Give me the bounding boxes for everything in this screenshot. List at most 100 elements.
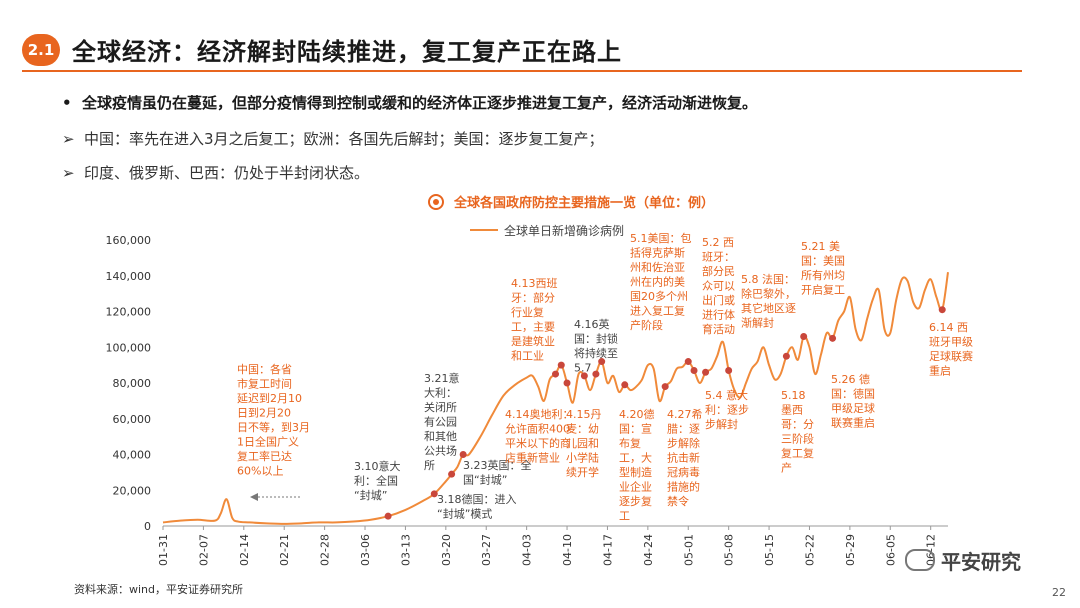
annotation-line: 墨西 [781,404,803,417]
annotation-line: 国：宣 [619,422,652,436]
annotation-line: 工，主要 [511,321,555,334]
annotation-line: 州在内的美 [630,275,685,289]
event-marker [829,334,837,342]
event-marker [580,372,588,380]
event-marker [563,379,571,387]
annotation-line: 布复 [619,436,641,450]
annotation-line: 将持续至 [574,346,618,360]
annotation-line: 4.27希 [667,407,703,421]
x-tick-label: 05-15 [763,534,776,566]
x-tick-label: 05-22 [803,534,816,566]
annotation-line: 日不等，到3月 [237,420,310,434]
event-marker [384,512,392,520]
x-tick-label: 01-31 [157,534,170,566]
event-marker [552,370,559,378]
x-tick-label: 05-08 [723,534,736,566]
annotation-line: 3.10意大 [354,459,401,473]
annotation-line: 儿园和 [566,437,599,450]
annotation-line: 产阶段 [630,318,663,332]
x-tick-label: 03-27 [480,534,493,566]
annotation-line: 措施的 [667,480,700,494]
annotation-line: 日到2月20 [237,407,291,420]
event-annotation: 5.2 西班牙：部分民众可以出门或进行体育活动 [702,236,735,336]
annotation-line: 业企业 [619,480,652,494]
annotation-line: 国：美国 [801,255,845,268]
annotation-line: 店重新营业 [505,451,560,465]
arrow-left-icon [250,493,258,501]
annotation-line: 工，大 [619,451,652,465]
annotation-line: 国：封锁 [574,332,618,346]
annotation-line: 产 [781,461,792,475]
annotation-line: 5.21 美 [801,240,840,253]
annotation-line: 甲级足球 [831,401,875,415]
annotation-line: 1日全国广义 [237,435,299,449]
annotation-line: 4.14奥地利： [505,407,574,421]
annotation-line: 利：全国 [354,474,398,488]
annotation-line: 小学陆 [566,451,599,465]
annotation-line: 进行体 [702,308,735,322]
annotation-line: 除巴黎外， [741,287,796,301]
event-marker [661,383,669,391]
annotation-line: 州和佐治亚 [630,260,685,274]
x-tick-label: 05-01 [682,534,695,566]
event-annotation: 4.14奥地利：允许面积400 平米以下的商店重新营业 [505,407,574,465]
chart-title: 全球各国政府防控主要措施一览（单位：例） [428,192,714,211]
y-tick-label: 60,000 [113,413,152,426]
annotation-line: 冠病毒 [667,465,700,479]
brand-text: 平安研究 [941,550,1021,574]
event-marker [684,358,692,366]
event-marker [800,333,808,341]
x-tick-label: 02-07 [197,534,210,566]
x-tick-label: 06-05 [884,534,897,566]
main-bullet-text: 全球疫情虽仍在蔓延，但部分疫情得到控制或缓和的经济体正逐步推进复工复产，经济活动… [82,94,758,112]
annotation-line: 腊：逐 [667,423,700,436]
annotation-line: 关闭所 [424,400,457,414]
annotation-line: 4.15丹 [566,408,602,421]
event-marker [430,490,438,498]
annotation-line: 复工复 [781,446,814,460]
annotation-line: 其它地区逐 [741,301,796,315]
annotation-line: 5.8 法国： [741,272,795,286]
target-ring-icon [428,194,444,210]
event-marker [448,470,456,478]
annotation-line: 班牙甲级 [929,336,973,349]
event-marker [702,368,710,376]
annotation-line: 5.1美国：包 [630,232,692,245]
annotation-line: 5.18 [781,389,806,402]
x-tick-label: 04-17 [601,534,614,566]
x-tick-label: 02-14 [238,534,251,566]
sub-bullet-1-text: 中国：率先在进入3月之后复工；欧洲：各国先后解封；美国：逐步复工复产； [84,130,604,148]
event-marker [459,451,467,458]
event-annotation: 5.8 法国：除巴黎外，其它地区逐渐解封 [741,272,796,330]
event-annotation: 3.18德国：进入“封城”模式 [437,492,517,521]
title-divider [22,70,1022,72]
x-tick-label: 04-24 [642,534,655,566]
x-tick-label: 03-06 [359,534,372,566]
annotation-line: 部分民 [702,264,735,278]
annotation-line: 育活动 [702,322,735,336]
event-annotation: 4.27希腊：逐步解除抗击新冠病毒措施的禁令 [667,407,703,508]
main-bullet: • 全球疫情虽仍在蔓延，但部分疫情得到控制或缓和的经济体正逐步推进复工复产，经济活… [62,92,757,113]
source-note: 资料来源：wind，平安证券研究所 [74,583,244,596]
annotation-line: 重启 [929,364,951,378]
annotation-line: 续开学 [566,465,599,479]
event-marker [938,306,946,314]
annotation-line: 国“封城” [463,473,507,487]
annotation-line: 5.7 [574,362,592,375]
event-marker [782,352,790,360]
event-annotation: 4.15丹麦：幼儿园和小学陆续开学 [566,408,602,479]
event-annotation: 3.10意大利：全国“封城” [354,459,401,502]
annotation-line: 5.2 西 [702,236,734,249]
x-tick-label: 04-03 [521,534,534,566]
annotation-line: 麦：幼 [566,423,599,436]
event-marker [621,381,629,389]
chart-title-text: 全球各国政府防控主要措施一览（单位：例） [454,196,715,211]
annotation-line: 大利： [424,386,457,400]
event-annotation: 5.4 意大利：逐步步解封 [705,388,749,431]
sub-bullet-2: ➢ 印度、俄罗斯、巴西：仍处于半封闭状态。 [62,162,369,183]
annotation-line: 是建筑业 [511,334,555,348]
y-tick-label: 140,000 [106,270,152,283]
x-tick-label: 02-21 [278,534,291,566]
annotation-line: 开启复工 [801,283,845,297]
wechat-logo-icon [905,549,935,571]
